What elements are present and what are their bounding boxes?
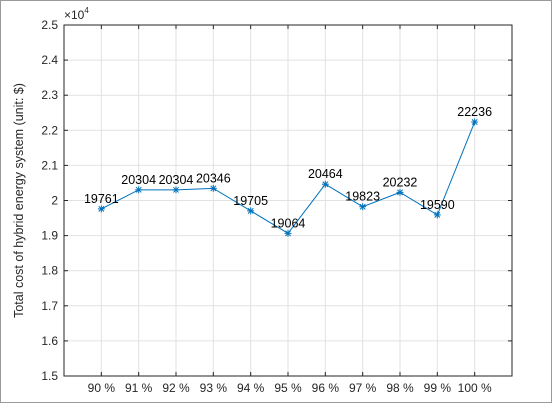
data-point-marker (209, 184, 217, 192)
y-tick-label: 1.5 (41, 369, 58, 383)
data-label: 20304 (121, 173, 156, 187)
x-tick-label: 91 % (125, 381, 153, 395)
y-tick-label: 2.1 (41, 158, 58, 172)
y-tick-label: 1.8 (41, 264, 58, 278)
data-point-marker (284, 229, 292, 237)
y-tick-label: 1.7 (41, 299, 58, 313)
data-label: 19823 (345, 190, 380, 204)
data-label: 19064 (271, 216, 306, 230)
data-label: 20346 (196, 171, 231, 185)
y-axis-ticks: 1.5 1.6 1.7 1.8 1.9 2 2.1 2.2 2.3 2.4 2.5 (41, 18, 512, 383)
data-point-marker (396, 188, 404, 196)
data-label: 19761 (84, 192, 119, 206)
data-label: 19705 (233, 194, 268, 208)
y-tick-label: 1.6 (41, 334, 58, 348)
data-label: 20232 (383, 175, 418, 189)
y-tick-label: 1.9 (41, 229, 58, 243)
x-tick-label: 94 % (237, 381, 265, 395)
x-tick-label: 99 % (424, 381, 452, 395)
y-tick-label: 2 (51, 194, 58, 208)
y-tick-label: 2.4 (41, 53, 58, 67)
x-tick-label: 93 % (200, 381, 228, 395)
y-tick-label: 2.5 (41, 18, 58, 32)
data-label: 22236 (457, 105, 492, 119)
data-point-marker (321, 180, 329, 188)
x-tick-label: 98 % (386, 381, 414, 395)
x-tick-label: 95 % (274, 381, 302, 395)
y-axis-title: Total cost of hybrid energy system (unit… (12, 83, 26, 318)
data-label: 20464 (308, 167, 343, 181)
x-tick-label: 96 % (312, 381, 340, 395)
data-label: 20304 (159, 173, 194, 187)
x-tick-label: 97 % (349, 381, 377, 395)
x-tick-label: 92 % (162, 381, 190, 395)
data-point-marker (172, 186, 180, 194)
y-multiplier-label: ×104 (64, 6, 89, 22)
data-label: 19590 (420, 198, 455, 212)
data-point-marker (433, 211, 441, 219)
data-point-marker (359, 203, 367, 211)
x-axis-ticks: 90 % 91 % 92 % 93 % 94 % 95 % 96 % 97 % 98 % 99 %… (88, 25, 492, 395)
data-point-marker (135, 186, 143, 194)
x-tick-label: 90 % (88, 381, 116, 395)
y-tick-label: 2.3 (41, 88, 58, 102)
y-tick-label: 2.2 (41, 123, 58, 137)
data-point-marker (97, 205, 105, 213)
data-point-marker (247, 207, 255, 215)
x-tick-label: 100 % (458, 381, 492, 395)
data-point-marker (471, 118, 479, 126)
